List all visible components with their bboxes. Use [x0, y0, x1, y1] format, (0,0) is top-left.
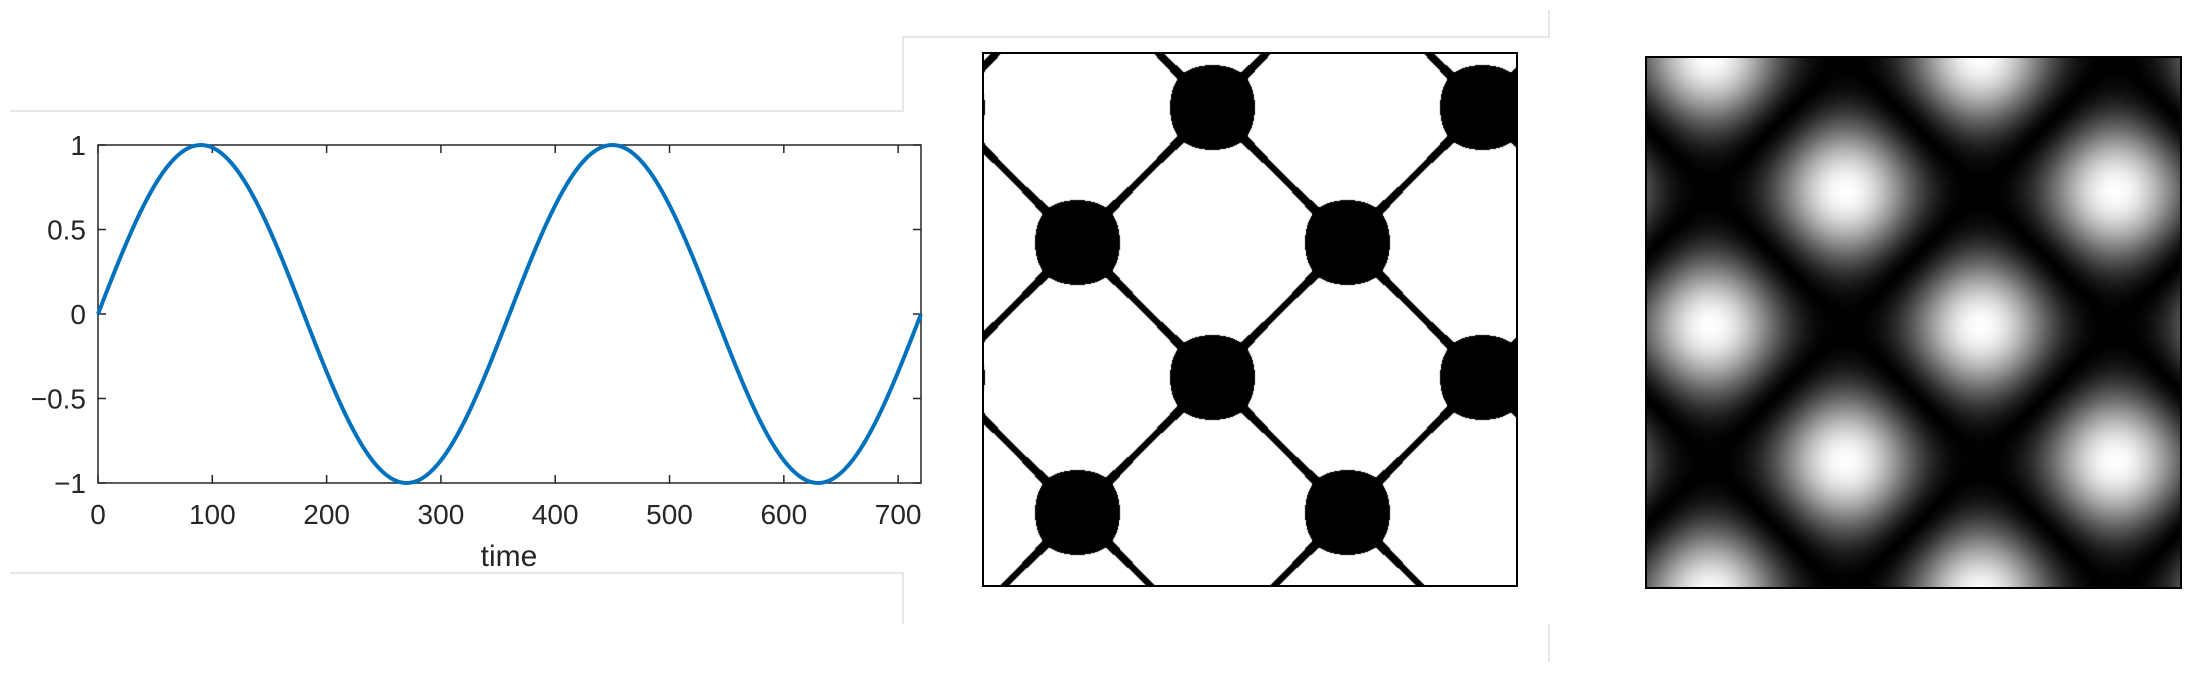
y-tick-label: −1 [54, 468, 86, 499]
series-line-sine [96, 142, 923, 486]
binary-lattice-image [982, 52, 1518, 587]
guide-line-top-left [10, 110, 902, 112]
x-tick-label: 300 [418, 499, 465, 530]
guide-line-vertical-left-top [902, 36, 904, 112]
guide-line-vertical-right-top [1548, 10, 1550, 38]
guide-line-top-right [902, 36, 1548, 38]
guide-line-bottom-left [10, 572, 902, 574]
grayscale-lattice-image [1645, 56, 2182, 589]
x-tick-label: 600 [760, 499, 807, 530]
sine-line-chart: 0 100 200 300 400 500 600 700 −1 −0.5 0 0.5 1 time [31, 130, 923, 573]
x-tick-labels: 0 100 200 300 400 500 600 700 [90, 499, 921, 530]
x-tick-label: 0 [90, 499, 106, 530]
y-tick-label: −0.5 [31, 384, 86, 415]
guide-line-vertical-left-bottom [902, 572, 904, 624]
y-tick-label: 0.5 [47, 215, 86, 246]
x-tick-label: 400 [532, 499, 579, 530]
y-tick-label: 0 [70, 299, 86, 330]
x-tick-label: 700 [875, 499, 922, 530]
guide-line-vertical-right-bottom [1548, 624, 1550, 662]
y-tick-label: 1 [70, 130, 86, 161]
y-tick-labels: −1 −0.5 0 0.5 1 [31, 130, 86, 499]
x-axis-title: time [481, 540, 538, 573]
x-tick-label: 200 [303, 499, 350, 530]
x-tick-label: 500 [646, 499, 693, 530]
x-tick-label: 100 [189, 499, 236, 530]
